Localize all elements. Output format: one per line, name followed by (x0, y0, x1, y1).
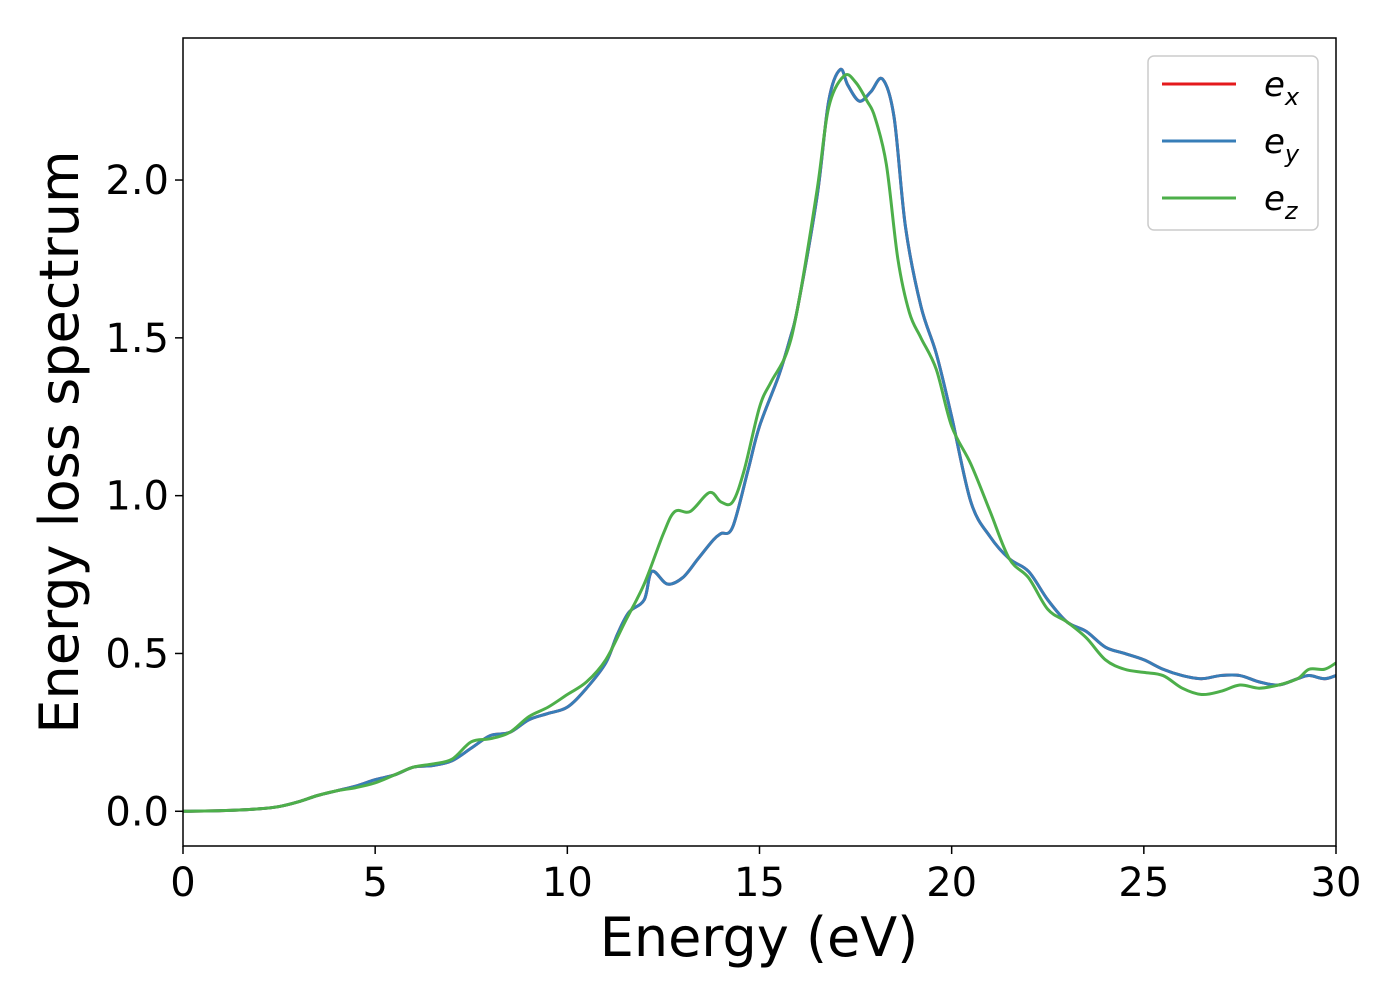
x-tick-label: 5 (362, 860, 387, 906)
x-tick-label: 30 (1311, 860, 1362, 906)
y-tick-label: 0.0 (105, 789, 169, 835)
x-tick-label: 10 (542, 860, 593, 906)
y-axis: 0.0 0.5 1.0 1.5 2.0 (105, 158, 183, 835)
y-tick-label: 0.5 (105, 631, 169, 677)
x-tick-label: 25 (1118, 860, 1169, 906)
x-tick-label: 15 (734, 860, 785, 906)
x-tick-label: 20 (926, 860, 977, 906)
x-axis-label: Energy (eV) (600, 906, 919, 969)
y-tick-label: 2.0 (105, 158, 169, 204)
x-axis: 0 5 10 15 20 25 30 (170, 846, 1361, 906)
y-axis-label: Energy loss spectrum (28, 150, 91, 733)
y-tick-label: 1.0 (105, 474, 169, 520)
x-tick-label: 0 (170, 860, 195, 906)
y-tick-label: 1.5 (105, 316, 169, 362)
